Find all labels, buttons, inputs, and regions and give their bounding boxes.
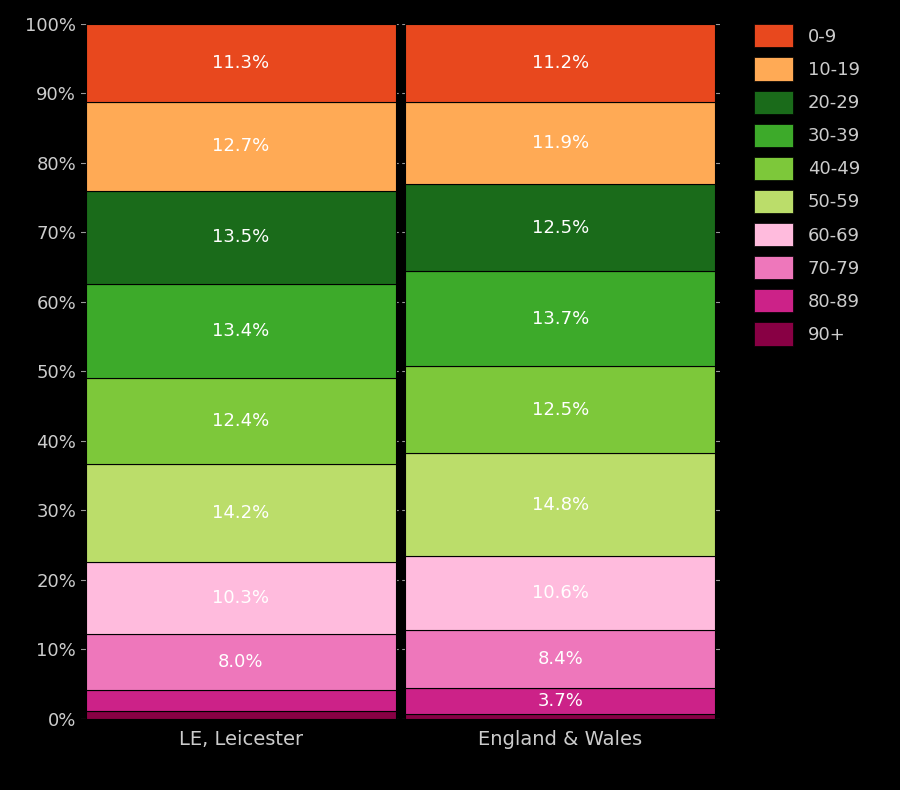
Bar [405, 184, 716, 271]
Bar [86, 378, 396, 464]
Bar [405, 271, 716, 367]
Text: 11.2%: 11.2% [532, 54, 589, 72]
Text: 13.7%: 13.7% [532, 310, 589, 328]
Text: 11.9%: 11.9% [532, 134, 589, 152]
Bar [86, 24, 396, 102]
Text: 8.0%: 8.0% [218, 653, 264, 671]
Text: 3.7%: 3.7% [537, 692, 583, 710]
Bar [405, 630, 716, 688]
Bar [86, 464, 396, 562]
Bar [405, 24, 716, 102]
Text: 13.5%: 13.5% [212, 228, 269, 246]
Text: 12.5%: 12.5% [532, 219, 589, 237]
Text: 11.3%: 11.3% [212, 54, 269, 72]
Bar [405, 367, 716, 453]
Bar [86, 710, 396, 719]
Text: 13.4%: 13.4% [212, 322, 269, 340]
Bar [86, 102, 396, 190]
Text: 14.2%: 14.2% [212, 504, 269, 522]
Bar [405, 688, 716, 714]
Text: 14.8%: 14.8% [532, 496, 589, 514]
Text: 12.7%: 12.7% [212, 137, 269, 156]
Bar [405, 453, 716, 556]
Text: 10.6%: 10.6% [532, 584, 589, 602]
Text: 12.4%: 12.4% [212, 412, 269, 430]
Bar [405, 102, 716, 184]
Bar [86, 690, 396, 710]
Bar [405, 714, 716, 719]
Bar [405, 556, 716, 630]
Text: 10.3%: 10.3% [212, 589, 269, 608]
Legend: 0-9, 10-19, 20-29, 30-39, 40-49, 50-59, 60-69, 70-79, 80-89, 90+: 0-9, 10-19, 20-29, 30-39, 40-49, 50-59, … [748, 19, 866, 351]
Bar [86, 284, 396, 378]
Text: 8.4%: 8.4% [537, 650, 583, 668]
Bar [86, 634, 396, 690]
Text: 12.5%: 12.5% [532, 401, 589, 419]
Bar [86, 562, 396, 634]
Bar [86, 190, 396, 284]
